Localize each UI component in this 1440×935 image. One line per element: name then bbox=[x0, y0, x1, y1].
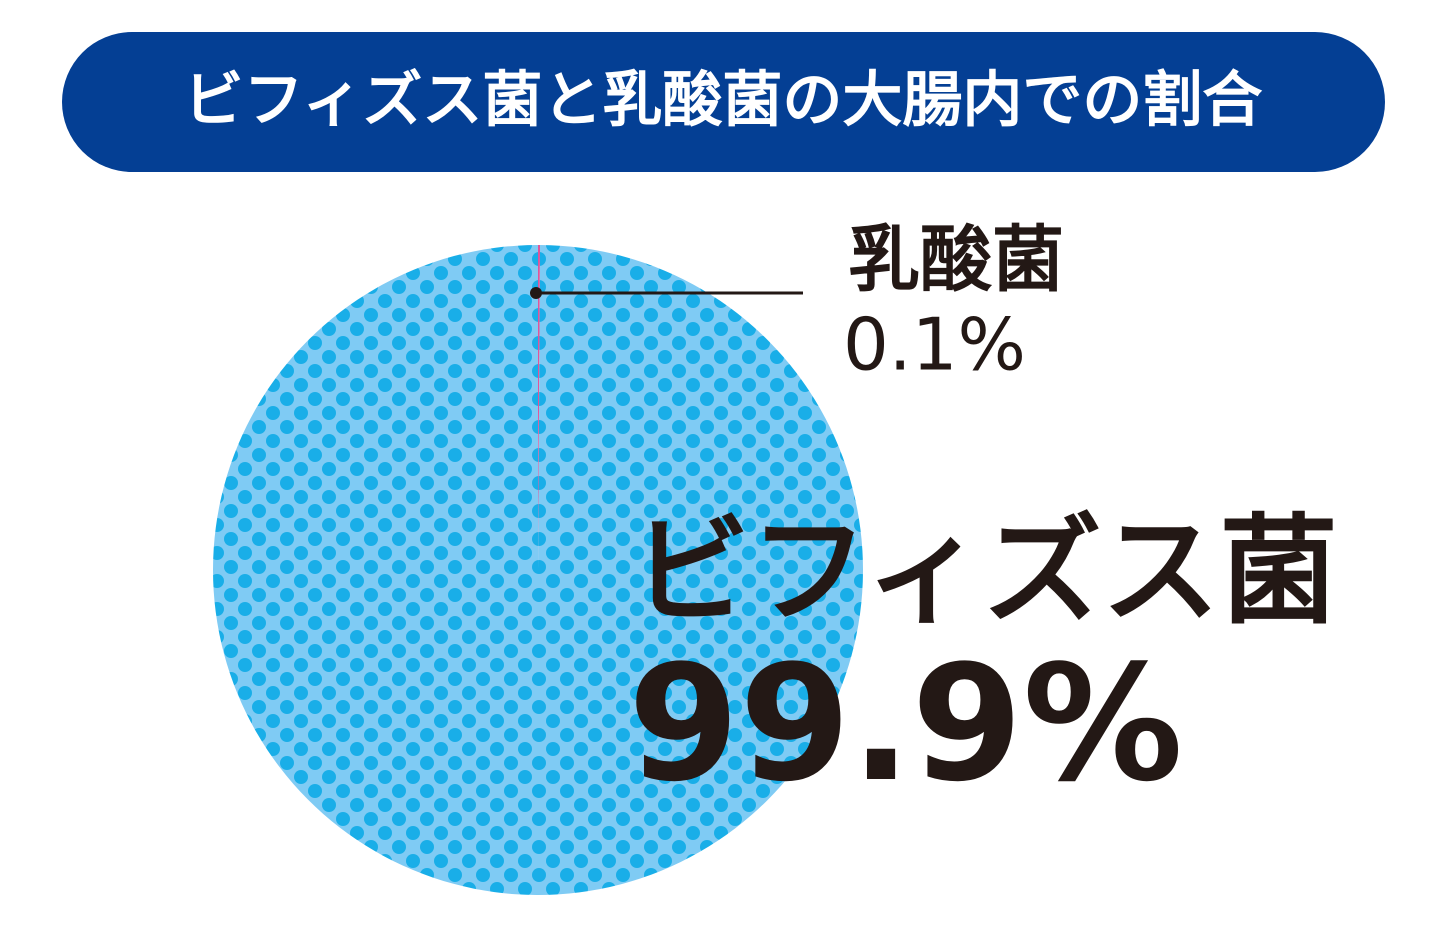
value-label: 0.1% bbox=[843, 303, 1026, 387]
pie-slice bbox=[538, 245, 541, 570]
pie-slice bbox=[213, 245, 864, 896]
slice-label: 乳酸菌 bbox=[848, 218, 1064, 302]
leader-dot bbox=[530, 287, 542, 299]
title-banner bbox=[62, 32, 1385, 172]
pie bbox=[213, 245, 864, 896]
value-label: 99.9% bbox=[628, 630, 1183, 817]
slice-label: ビフィズス菌 bbox=[632, 502, 1338, 640]
chart-title: ビフィズス菌と乳酸菌の大腸内での割合 bbox=[184, 66, 1263, 136]
